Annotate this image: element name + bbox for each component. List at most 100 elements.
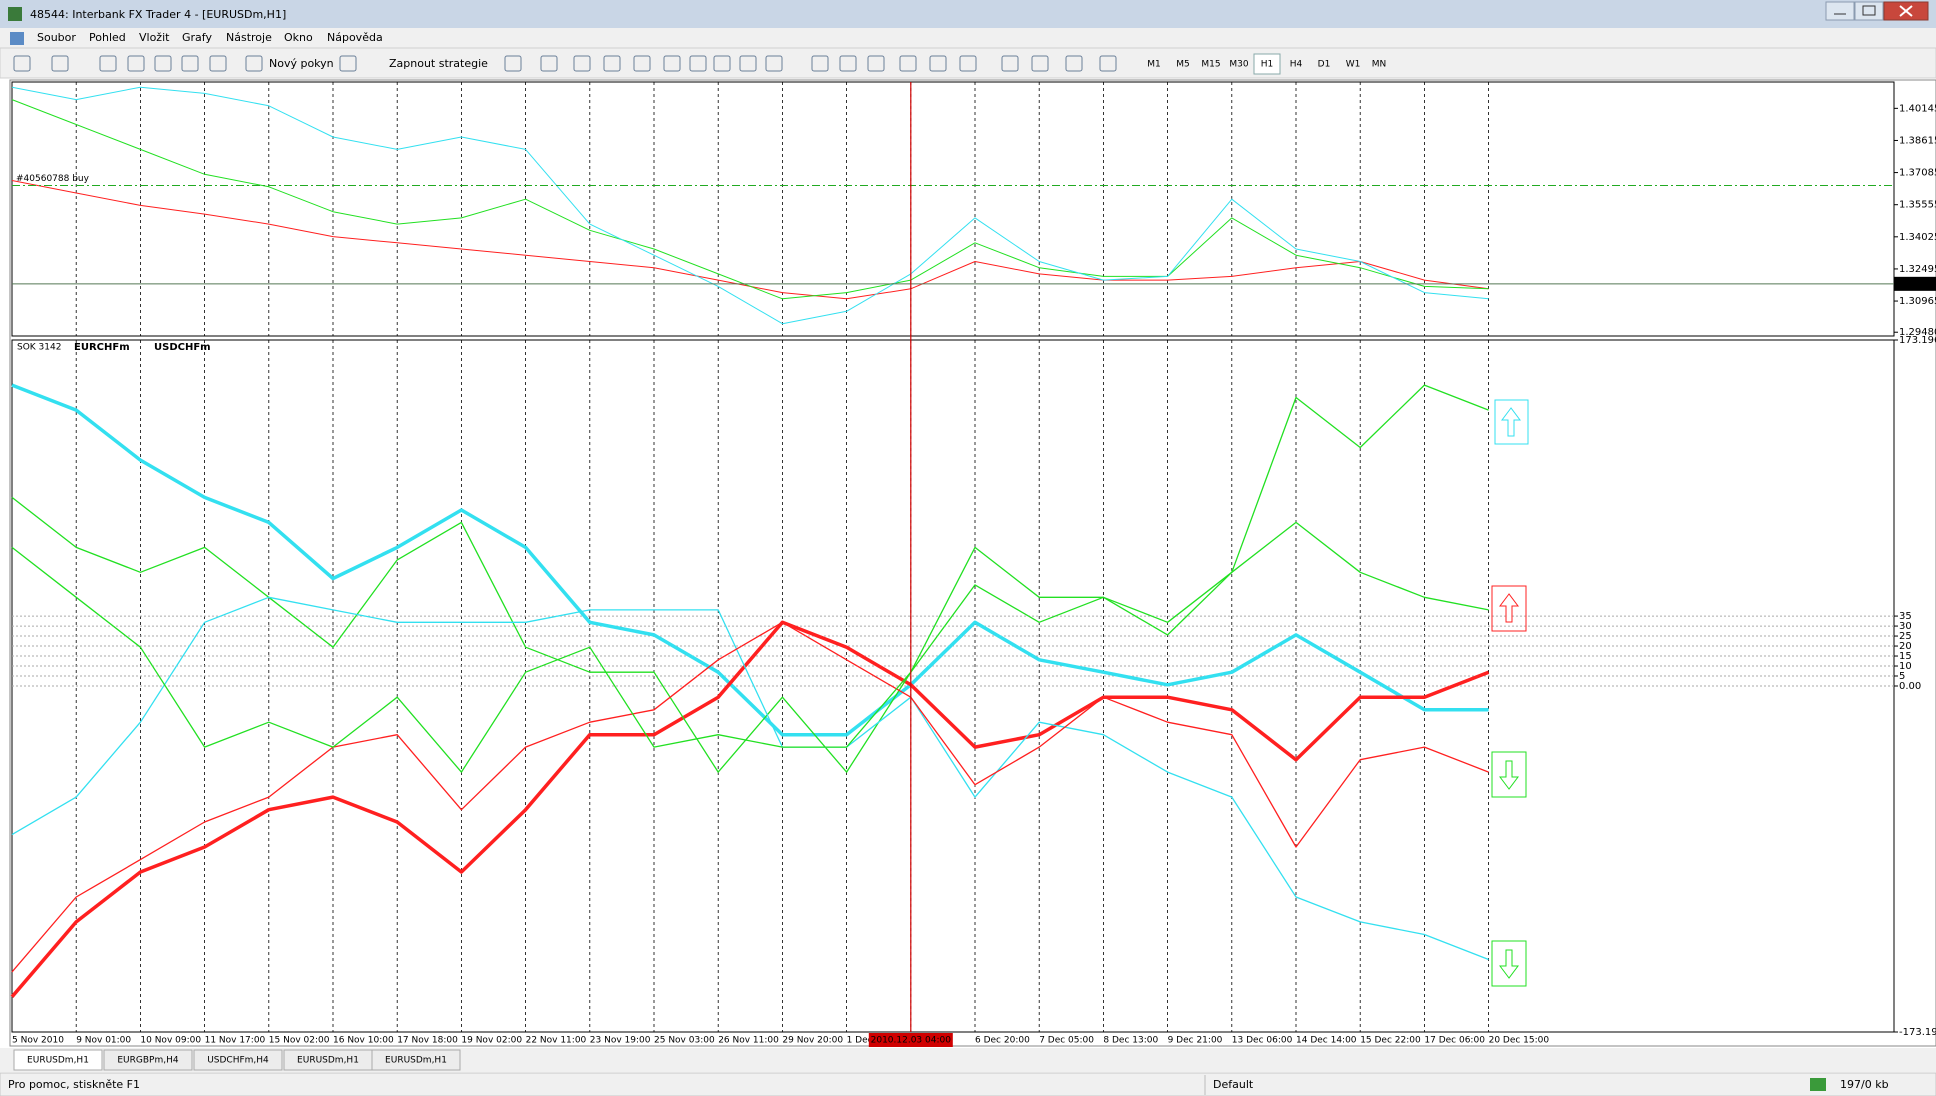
tool-icon[interactable] (689, 55, 707, 72)
tool-icon[interactable] (633, 55, 651, 72)
x-tick-label: 22 Nov 11:00 (526, 1036, 587, 1046)
y-tick-label: 5 (1899, 671, 1905, 682)
x-tick-label: 23 Nov 19:00 (590, 1036, 651, 1046)
tool-icon[interactable] (13, 55, 31, 72)
down-arrow (1499, 760, 1519, 790)
y-tick-label: 1.34025 (1899, 232, 1936, 243)
tool-icon[interactable] (811, 55, 829, 72)
tool-icon[interactable] (739, 55, 757, 72)
x-tick-label: 26 Nov 11:00 (718, 1036, 779, 1046)
tab[interactable] (193, 1049, 283, 1071)
indicator-name: SOK 3142 (17, 343, 61, 353)
toolbar-button[interactable]: Zapnout strategie (389, 57, 488, 70)
tool-icon[interactable] (765, 55, 783, 72)
tool-icon[interactable] (245, 55, 263, 72)
tab-label[interactable]: EURUSDm,H1 (27, 1056, 89, 1066)
charts: 1.40145 1.38615 1.37085 1.35555 1.34025 1.324… (10, 81, 1936, 1047)
minimize-button[interactable] (1825, 1, 1855, 21)
y-tick-label: 20 (1899, 641, 1912, 652)
tool-icon[interactable] (339, 55, 357, 72)
tool-icon[interactable] (959, 55, 977, 72)
signal-boxes (1491, 399, 1529, 987)
timeframe-button[interactable]: H1 (1261, 60, 1274, 70)
price-line (11, 383, 1489, 737)
tool-icon[interactable] (51, 55, 69, 72)
tool-icon[interactable] (1099, 55, 1117, 72)
signal-box (1494, 399, 1529, 445)
timeframe-button[interactable]: M5 (1176, 60, 1190, 70)
y-tick-label: 1.29480 (1899, 327, 1936, 338)
tool-icon[interactable] (127, 55, 145, 72)
timeframe-button[interactable]: M1 (1147, 60, 1161, 70)
tool-icon[interactable] (504, 55, 522, 72)
order-label: #40560788 buy (16, 174, 90, 184)
tab-label[interactable]: EURUSDm,H1 (385, 1056, 447, 1066)
tab[interactable] (103, 1049, 193, 1071)
x-tick-label: 14 Dec 14:00 (1296, 1036, 1357, 1046)
x-tick-label: 6 Dec 20:00 (975, 1036, 1030, 1046)
tool-icon[interactable] (1001, 55, 1019, 72)
menu-item[interactable]: Okno (284, 31, 313, 44)
x-tick-label: 15 Nov 02:00 (269, 1036, 330, 1046)
x-tick-label: 29 Nov 20:00 (782, 1036, 843, 1046)
plot-frame (11, 81, 1895, 337)
menu-item[interactable]: Soubor (37, 31, 76, 44)
timeframe-button[interactable]: W1 (1346, 60, 1361, 70)
status-traffic: 197/0 kb (1840, 1078, 1889, 1091)
y-tick-label: 15 (1899, 651, 1912, 662)
icon (1862, 5, 1876, 16)
tab-label[interactable]: EURUSDm,H1 (297, 1056, 359, 1066)
y-tick-label: 1.35555 (1899, 200, 1936, 211)
tool-icon[interactable] (181, 55, 199, 72)
menu-item[interactable]: Grafy (182, 31, 212, 44)
tool-icon[interactable] (573, 55, 591, 72)
status-bar (0, 1072, 1936, 1096)
tool-icon[interactable] (867, 55, 885, 72)
menu-item[interactable]: Nástroje (226, 31, 272, 44)
tool-icon[interactable] (209, 55, 227, 72)
y-tick-label: 25 (1899, 631, 1912, 642)
x-tick-label: 2010.12.03 04:00 (871, 1036, 952, 1046)
x-tick-label: 13 Dec 06:00 (1232, 1036, 1293, 1046)
timeframe-button[interactable]: M15 (1201, 60, 1220, 70)
tool-icon[interactable] (603, 55, 621, 72)
tabs: EURUSDm,H1 EURGBPm,H4 USDCHFm,H4 EURUSDm,H1… (13, 1049, 461, 1071)
x-tick-label: 8 Dec 13:00 (1103, 1036, 1158, 1046)
status-profile: Default (1213, 1078, 1254, 1091)
maximize-button[interactable] (1854, 1, 1884, 21)
timeframe-button[interactable]: MN (1372, 60, 1387, 70)
tool-icon[interactable] (540, 55, 558, 72)
traffic-icon (1810, 1078, 1826, 1091)
tool-icon[interactable] (154, 55, 172, 72)
tool-icon[interactable] (839, 55, 857, 72)
active-tab[interactable] (13, 1049, 103, 1071)
toolbar-button[interactable]: Nový pokyn (269, 57, 334, 70)
tool-icon[interactable] (99, 55, 117, 72)
tool-icon[interactable] (929, 55, 947, 72)
tool-icon[interactable] (1031, 55, 1049, 72)
timeframe-button[interactable]: H4 (1290, 60, 1303, 70)
y-tick-label: 1.37085 (1899, 168, 1936, 179)
menu-item[interactable]: Pohled (89, 31, 126, 44)
signal-box (1491, 585, 1527, 632)
x-tick-label: 5 Nov 2010 (12, 1036, 64, 1046)
tool-icon[interactable] (1065, 55, 1083, 72)
menu-item[interactable]: Nápověda (327, 31, 383, 44)
window-buttons[interactable] (1825, 1, 1929, 21)
tab-label[interactable]: USDCHFm,H4 (207, 1056, 269, 1066)
price-line (11, 99, 1489, 300)
tab-label[interactable]: EURGBPm,H4 (117, 1056, 178, 1066)
tool-icon[interactable] (713, 55, 731, 72)
status-help: Pro pomoc, stiskněte F1 (8, 1078, 140, 1091)
toolbar-buttons: Nový pokyn Zapnout strategie M1 M5 M15 M30 H1 H… (269, 53, 1387, 75)
price-line (11, 384, 1489, 773)
timeframe-button[interactable]: D1 (1318, 60, 1331, 70)
tool-icon[interactable] (899, 55, 917, 72)
tool-icon[interactable] (663, 55, 681, 72)
timeframe-button[interactable]: M30 (1229, 60, 1248, 70)
tab[interactable] (371, 1049, 461, 1071)
up-arrow (1501, 407, 1521, 437)
menu-item[interactable]: Vložit (139, 31, 170, 44)
toolbar-icons (13, 55, 1117, 72)
x-tick-label: 17 Nov 18:00 (397, 1036, 458, 1046)
